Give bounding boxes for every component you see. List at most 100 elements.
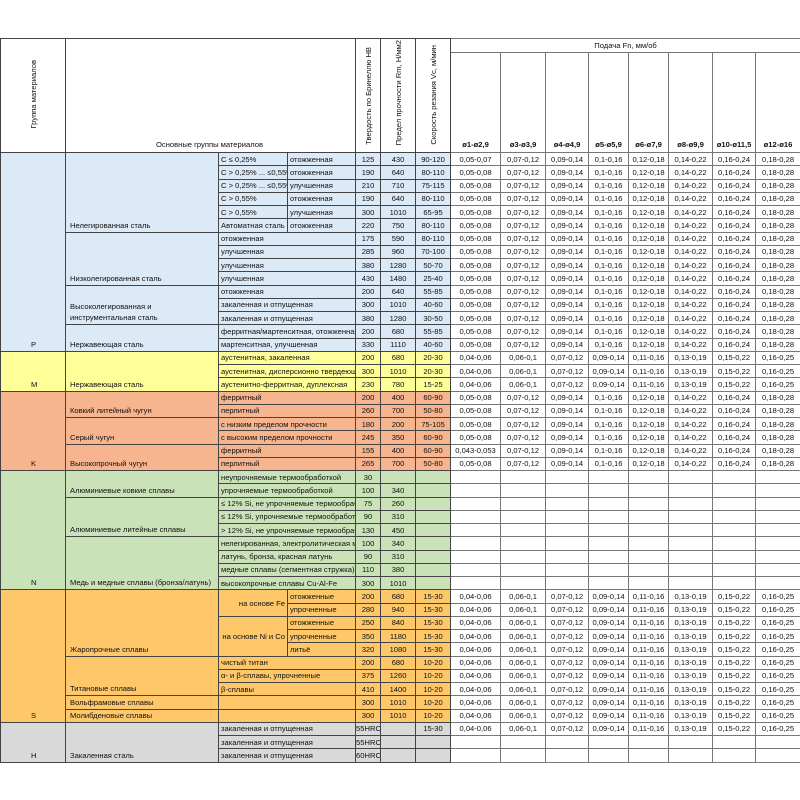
- feed-cell: [668, 496, 714, 511]
- rm-cell: 680: [380, 350, 417, 366]
- material-row: Молибденовые сплавы 300 1010 10-20 0,04-0,06…: [1, 708, 800, 723]
- rm-cell: 260: [380, 496, 417, 511]
- feed-cell: 0,07-0,12: [500, 204, 547, 220]
- feed-cell: [628, 522, 670, 538]
- feed-cell: 0,07-0,12: [545, 350, 590, 366]
- feed-cell: 0,16-0,24: [712, 218, 757, 233]
- condition: упрочненные: [286, 628, 357, 644]
- feed-cell: [545, 483, 590, 498]
- feed-cell: 0,06-0,1: [500, 642, 547, 657]
- rm-cell: 340: [380, 536, 417, 551]
- diameter-header: ø10-ø11,5: [712, 52, 757, 153]
- feed-cell: 0,15-0,22: [712, 642, 757, 657]
- material-row: Медь и медные сплавы (бронза/латунь) неле…: [1, 536, 800, 591]
- rm-cell: 1280: [380, 310, 417, 326]
- material-row: Нержавеющая сталь ферритная/мартенситная,…: [1, 324, 800, 352]
- feed-cell: [545, 522, 590, 538]
- feed-cell: 0,12-0,18: [628, 297, 670, 313]
- feed-cell: 0,14-0,22: [668, 403, 714, 419]
- feed-cell: 0,16-0,25: [755, 350, 800, 366]
- feed-cell: 0,06-0,1: [500, 377, 547, 392]
- feed-cell: 0,12-0,18: [628, 443, 670, 458]
- feed-cell: 0,14-0,22: [668, 430, 714, 445]
- feed-cell: 0,16-0,24: [712, 337, 757, 352]
- feed-cell: 0,06-0,1: [500, 363, 547, 379]
- condition: [217, 695, 357, 710]
- feed-cell: 0,07-0,12: [545, 681, 590, 697]
- feed-cell: [712, 483, 757, 498]
- feed-cell: [712, 562, 757, 578]
- feed-cell: 0,18-0,28: [755, 165, 800, 180]
- vc-cell: 15-30: [415, 615, 452, 631]
- rm-cell: [380, 734, 417, 750]
- feed-cell: 0,06-0,1: [500, 628, 547, 644]
- condition: ферритный: [217, 443, 357, 458]
- feed-cell: 0,04-0,06: [450, 628, 502, 644]
- feed-cell: 0,11-0,16: [628, 602, 670, 617]
- rm-cell: 1480: [380, 271, 417, 286]
- feed-cell: [545, 509, 590, 525]
- vc-cell: [415, 496, 452, 511]
- vc-cell: 20-30: [415, 350, 452, 366]
- rm-cell: 1010: [380, 708, 417, 723]
- feed-cell: [712, 575, 757, 591]
- feed-cell: [545, 734, 590, 750]
- rm-cell: 590: [380, 231, 417, 246]
- feed-cell: 0,07-0,12: [545, 615, 590, 631]
- feed-cell: 0,18-0,28: [755, 204, 800, 220]
- feed-cell: 0,18-0,28: [755, 231, 800, 246]
- feed-cell: 0,07-0,12: [500, 284, 547, 299]
- hb-header: Твердость по Бринеллю HB: [355, 38, 382, 153]
- vc-cell: 80-110: [415, 191, 452, 207]
- hb-cell: 55HRC: [355, 734, 382, 750]
- feed-cell: 0,1-0,16: [588, 244, 630, 260]
- feed-cell: 0,16-0,25: [755, 642, 800, 657]
- feed-cell: [545, 469, 590, 485]
- feed-cell: 0,09-0,14: [588, 655, 630, 670]
- hb-cell: 350: [355, 628, 382, 644]
- rm-cell: 940: [380, 602, 417, 617]
- condition: неупрочняемые термообработкой: [217, 469, 357, 485]
- vc-cell: 60-90: [415, 430, 452, 445]
- feed-cell: [588, 549, 630, 564]
- condition: отожженная: [286, 165, 357, 180]
- condition: упрочняемые термообработкой: [217, 483, 357, 498]
- feed-cell: 0,14-0,22: [668, 231, 714, 246]
- feed-cell: 0,09-0,14: [588, 695, 630, 710]
- hb-cell: 380: [355, 257, 382, 273]
- hb-cell: 430: [355, 271, 382, 286]
- material-row: > 12% Si, не упрочняемые термообработкой…: [1, 522, 800, 538]
- feed-cell: 0,043-0,053: [450, 443, 502, 458]
- condition: высокопрочные сплавы Cu-Al-Fe: [217, 575, 357, 591]
- condition: β-сплавы: [217, 681, 357, 697]
- feed-cell: [500, 549, 547, 564]
- feed-cell: 0,1-0,16: [588, 231, 630, 246]
- material-row: перлитный 265 700 50-80 0,05-0,08 0,07-0,12 0,…: [1, 456, 800, 472]
- feed-cell: 0,16-0,25: [755, 668, 800, 684]
- feed-cell: 0,16-0,25: [755, 589, 800, 604]
- feed-cell: [588, 575, 630, 591]
- feed-cell: 0,14-0,22: [668, 204, 714, 220]
- feed-cell: 0,07-0,12: [500, 271, 547, 286]
- hb-cell: 330: [355, 337, 382, 352]
- feed-cell: 0,06-0,1: [500, 655, 547, 670]
- vc-cell: 10-20: [415, 681, 452, 697]
- hb-cell: 130: [355, 522, 382, 538]
- vc-cell: 40-60: [415, 337, 452, 352]
- rm-cell: 450: [380, 522, 417, 538]
- hb-cell: 300: [355, 297, 382, 313]
- subgroup: C ≤ 0,25%: [218, 151, 288, 167]
- feed-cell: 0,09-0,14: [545, 416, 590, 432]
- material-row: Вольфрамовые сплавы 300 1010 10-20 0,04-0,06…: [1, 695, 800, 710]
- feed-cell: 0,18-0,28: [755, 416, 800, 432]
- condition: ферритный: [217, 390, 357, 405]
- section-name: Низколегированная сталь: [65, 231, 219, 286]
- feed-cell: 0,06-0,1: [500, 708, 547, 723]
- feed-cell: 0,14-0,22: [668, 456, 714, 472]
- feed-cell: 0,13-0,19: [668, 708, 714, 723]
- feed-cell: 0,11-0,16: [628, 628, 670, 644]
- feed-cell: 0,18-0,28: [755, 456, 800, 472]
- feed-cell: [588, 496, 630, 511]
- feed-cell: [500, 469, 547, 485]
- feed-cell: 0,09-0,14: [588, 350, 630, 366]
